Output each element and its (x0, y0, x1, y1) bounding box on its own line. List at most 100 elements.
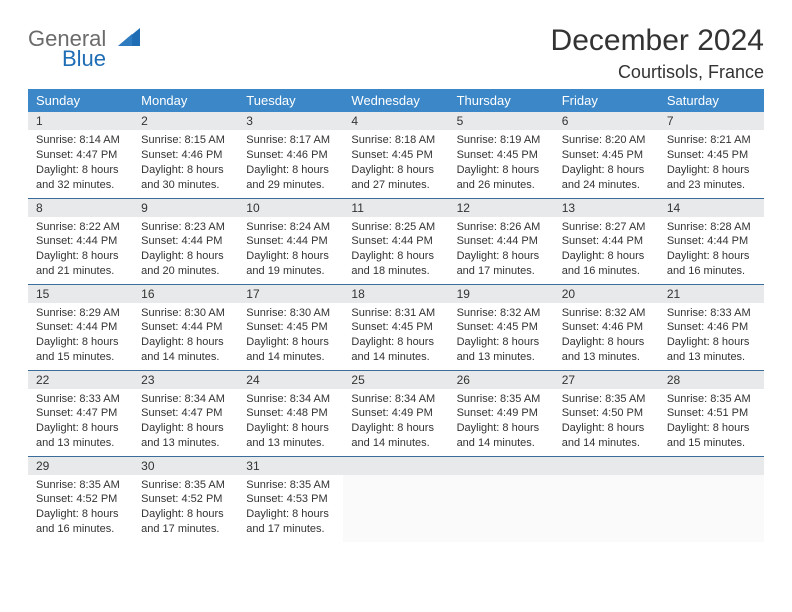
calendar-table: Sunday Monday Tuesday Wednesday Thursday… (28, 89, 764, 542)
day-number: 26 (449, 371, 554, 389)
day-number: 24 (238, 371, 343, 389)
sunset-text: Sunset: 4:44 PM (36, 234, 127, 249)
calendar-day-cell: 5Sunrise: 8:19 AMSunset: 4:45 PMDaylight… (449, 112, 554, 198)
daylight-text: Daylight: 8 hours and 18 minutes. (351, 249, 442, 279)
day-details: Sunrise: 8:33 AMSunset: 4:47 PMDaylight:… (28, 389, 133, 455)
day-details: Sunrise: 8:22 AMSunset: 4:44 PMDaylight:… (28, 217, 133, 283)
day-details: Sunrise: 8:18 AMSunset: 4:45 PMDaylight:… (343, 130, 448, 196)
sunrise-text: Sunrise: 8:20 AM (562, 133, 653, 148)
calendar-day-cell: 20Sunrise: 8:32 AMSunset: 4:46 PMDayligh… (554, 284, 659, 370)
sunrise-text: Sunrise: 8:33 AM (36, 392, 127, 407)
calendar-day-cell: 16Sunrise: 8:30 AMSunset: 4:44 PMDayligh… (133, 284, 238, 370)
calendar-day-cell: 27Sunrise: 8:35 AMSunset: 4:50 PMDayligh… (554, 370, 659, 456)
weekday-header: Tuesday (238, 89, 343, 112)
calendar-day-cell (659, 456, 764, 542)
daylight-text: Daylight: 8 hours and 29 minutes. (246, 163, 337, 193)
calendar-day-cell (554, 456, 659, 542)
calendar-day-cell: 7Sunrise: 8:21 AMSunset: 4:45 PMDaylight… (659, 112, 764, 198)
sunset-text: Sunset: 4:49 PM (351, 406, 442, 421)
daylight-text: Daylight: 8 hours and 32 minutes. (36, 163, 127, 193)
daylight-text: Daylight: 8 hours and 13 minutes. (141, 421, 232, 451)
calendar-week-row: 22Sunrise: 8:33 AMSunset: 4:47 PMDayligh… (28, 370, 764, 456)
daylight-text: Daylight: 8 hours and 14 minutes. (246, 335, 337, 365)
sunrise-text: Sunrise: 8:23 AM (141, 220, 232, 235)
sunrise-text: Sunrise: 8:21 AM (667, 133, 758, 148)
daylight-text: Daylight: 8 hours and 13 minutes. (457, 335, 548, 365)
calendar-day-cell: 15Sunrise: 8:29 AMSunset: 4:44 PMDayligh… (28, 284, 133, 370)
day-details: Sunrise: 8:26 AMSunset: 4:44 PMDaylight:… (449, 217, 554, 283)
brand-logo: General Blue (28, 24, 158, 74)
calendar-day-cell: 13Sunrise: 8:27 AMSunset: 4:44 PMDayligh… (554, 198, 659, 284)
sunrise-text: Sunrise: 8:35 AM (36, 478, 127, 493)
daylight-text: Daylight: 8 hours and 27 minutes. (351, 163, 442, 193)
sunset-text: Sunset: 4:46 PM (562, 320, 653, 335)
weekday-header: Friday (554, 89, 659, 112)
sunrise-text: Sunrise: 8:15 AM (141, 133, 232, 148)
daylight-text: Daylight: 8 hours and 16 minutes. (36, 507, 127, 537)
day-number: 1 (28, 112, 133, 130)
weekday-header: Wednesday (343, 89, 448, 112)
sunset-text: Sunset: 4:44 PM (562, 234, 653, 249)
day-number: 22 (28, 371, 133, 389)
calendar-day-cell: 12Sunrise: 8:26 AMSunset: 4:44 PMDayligh… (449, 198, 554, 284)
day-number: 4 (343, 112, 448, 130)
calendar-header-row: Sunday Monday Tuesday Wednesday Thursday… (28, 89, 764, 112)
sunrise-text: Sunrise: 8:26 AM (457, 220, 548, 235)
sunrise-text: Sunrise: 8:22 AM (36, 220, 127, 235)
sunset-text: Sunset: 4:53 PM (246, 492, 337, 507)
calendar-day-cell: 3Sunrise: 8:17 AMSunset: 4:46 PMDaylight… (238, 112, 343, 198)
sunrise-text: Sunrise: 8:30 AM (141, 306, 232, 321)
daylight-text: Daylight: 8 hours and 14 minutes. (562, 421, 653, 451)
sunrise-text: Sunrise: 8:34 AM (246, 392, 337, 407)
sunset-text: Sunset: 4:45 PM (667, 148, 758, 163)
day-number: 20 (554, 285, 659, 303)
sail-icon (118, 28, 146, 48)
sunset-text: Sunset: 4:47 PM (36, 406, 127, 421)
location: Courtisols, France (551, 62, 764, 83)
day-details: Sunrise: 8:24 AMSunset: 4:44 PMDaylight:… (238, 217, 343, 283)
day-number: 31 (238, 457, 343, 475)
sunset-text: Sunset: 4:48 PM (246, 406, 337, 421)
sunrise-text: Sunrise: 8:25 AM (351, 220, 442, 235)
day-number: 17 (238, 285, 343, 303)
daylight-text: Daylight: 8 hours and 14 minutes. (351, 421, 442, 451)
calendar-week-row: 15Sunrise: 8:29 AMSunset: 4:44 PMDayligh… (28, 284, 764, 370)
day-details: Sunrise: 8:31 AMSunset: 4:45 PMDaylight:… (343, 303, 448, 369)
sunset-text: Sunset: 4:46 PM (246, 148, 337, 163)
day-number: 2 (133, 112, 238, 130)
header: General Blue December 2024 Courtisols, F… (28, 24, 764, 83)
sunrise-text: Sunrise: 8:24 AM (246, 220, 337, 235)
sunset-text: Sunset: 4:51 PM (667, 406, 758, 421)
daylight-text: Daylight: 8 hours and 16 minutes. (667, 249, 758, 279)
day-number: 16 (133, 285, 238, 303)
daylight-text: Daylight: 8 hours and 23 minutes. (667, 163, 758, 193)
daylight-text: Daylight: 8 hours and 15 minutes. (36, 335, 127, 365)
calendar-day-cell: 6Sunrise: 8:20 AMSunset: 4:45 PMDaylight… (554, 112, 659, 198)
sunset-text: Sunset: 4:44 PM (667, 234, 758, 249)
day-number: 3 (238, 112, 343, 130)
calendar-body: 1Sunrise: 8:14 AMSunset: 4:47 PMDaylight… (28, 112, 764, 542)
sunrise-text: Sunrise: 8:35 AM (667, 392, 758, 407)
calendar-day-cell (343, 456, 448, 542)
calendar-day-cell: 22Sunrise: 8:33 AMSunset: 4:47 PMDayligh… (28, 370, 133, 456)
sunset-text: Sunset: 4:45 PM (562, 148, 653, 163)
day-details: Sunrise: 8:15 AMSunset: 4:46 PMDaylight:… (133, 130, 238, 196)
sunset-text: Sunset: 4:46 PM (141, 148, 232, 163)
brand-part2: Blue (62, 46, 106, 72)
calendar-week-row: 1Sunrise: 8:14 AMSunset: 4:47 PMDaylight… (28, 112, 764, 198)
day-number: 19 (449, 285, 554, 303)
sunrise-text: Sunrise: 8:34 AM (351, 392, 442, 407)
weekday-header: Monday (133, 89, 238, 112)
day-details: Sunrise: 8:35 AMSunset: 4:49 PMDaylight:… (449, 389, 554, 455)
daylight-text: Daylight: 8 hours and 26 minutes. (457, 163, 548, 193)
day-number: 21 (659, 285, 764, 303)
daylight-text: Daylight: 8 hours and 14 minutes. (141, 335, 232, 365)
day-number: 30 (133, 457, 238, 475)
sunrise-text: Sunrise: 8:17 AM (246, 133, 337, 148)
day-number: 10 (238, 199, 343, 217)
daylight-text: Daylight: 8 hours and 17 minutes. (141, 507, 232, 537)
day-details: Sunrise: 8:17 AMSunset: 4:46 PMDaylight:… (238, 130, 343, 196)
calendar-day-cell: 25Sunrise: 8:34 AMSunset: 4:49 PMDayligh… (343, 370, 448, 456)
calendar-day-cell: 2Sunrise: 8:15 AMSunset: 4:46 PMDaylight… (133, 112, 238, 198)
calendar-day-cell: 10Sunrise: 8:24 AMSunset: 4:44 PMDayligh… (238, 198, 343, 284)
